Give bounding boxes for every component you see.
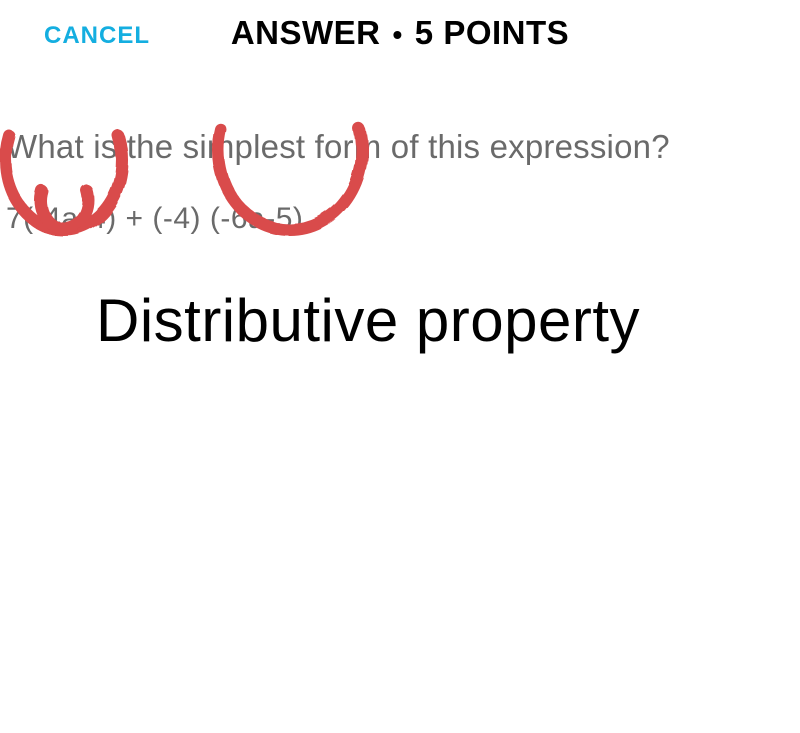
question-prompt: What is the simplest form of this expres… [6,128,670,166]
question-expression: 7(-4a-4) + (-4) (-6a-5) [6,202,303,236]
title-points: 5 POINTS [415,14,569,52]
handwritten-annotations [0,0,800,733]
title-dot: • [392,19,402,51]
title-answer: ANSWER [231,14,381,52]
header-title: ANSWER • 5 POINTS [231,14,569,52]
hint-text: Distributive property [96,286,640,355]
cancel-button[interactable]: CANCEL [44,22,150,50]
header-bar: CANCEL ANSWER • 5 POINTS [0,0,800,60]
